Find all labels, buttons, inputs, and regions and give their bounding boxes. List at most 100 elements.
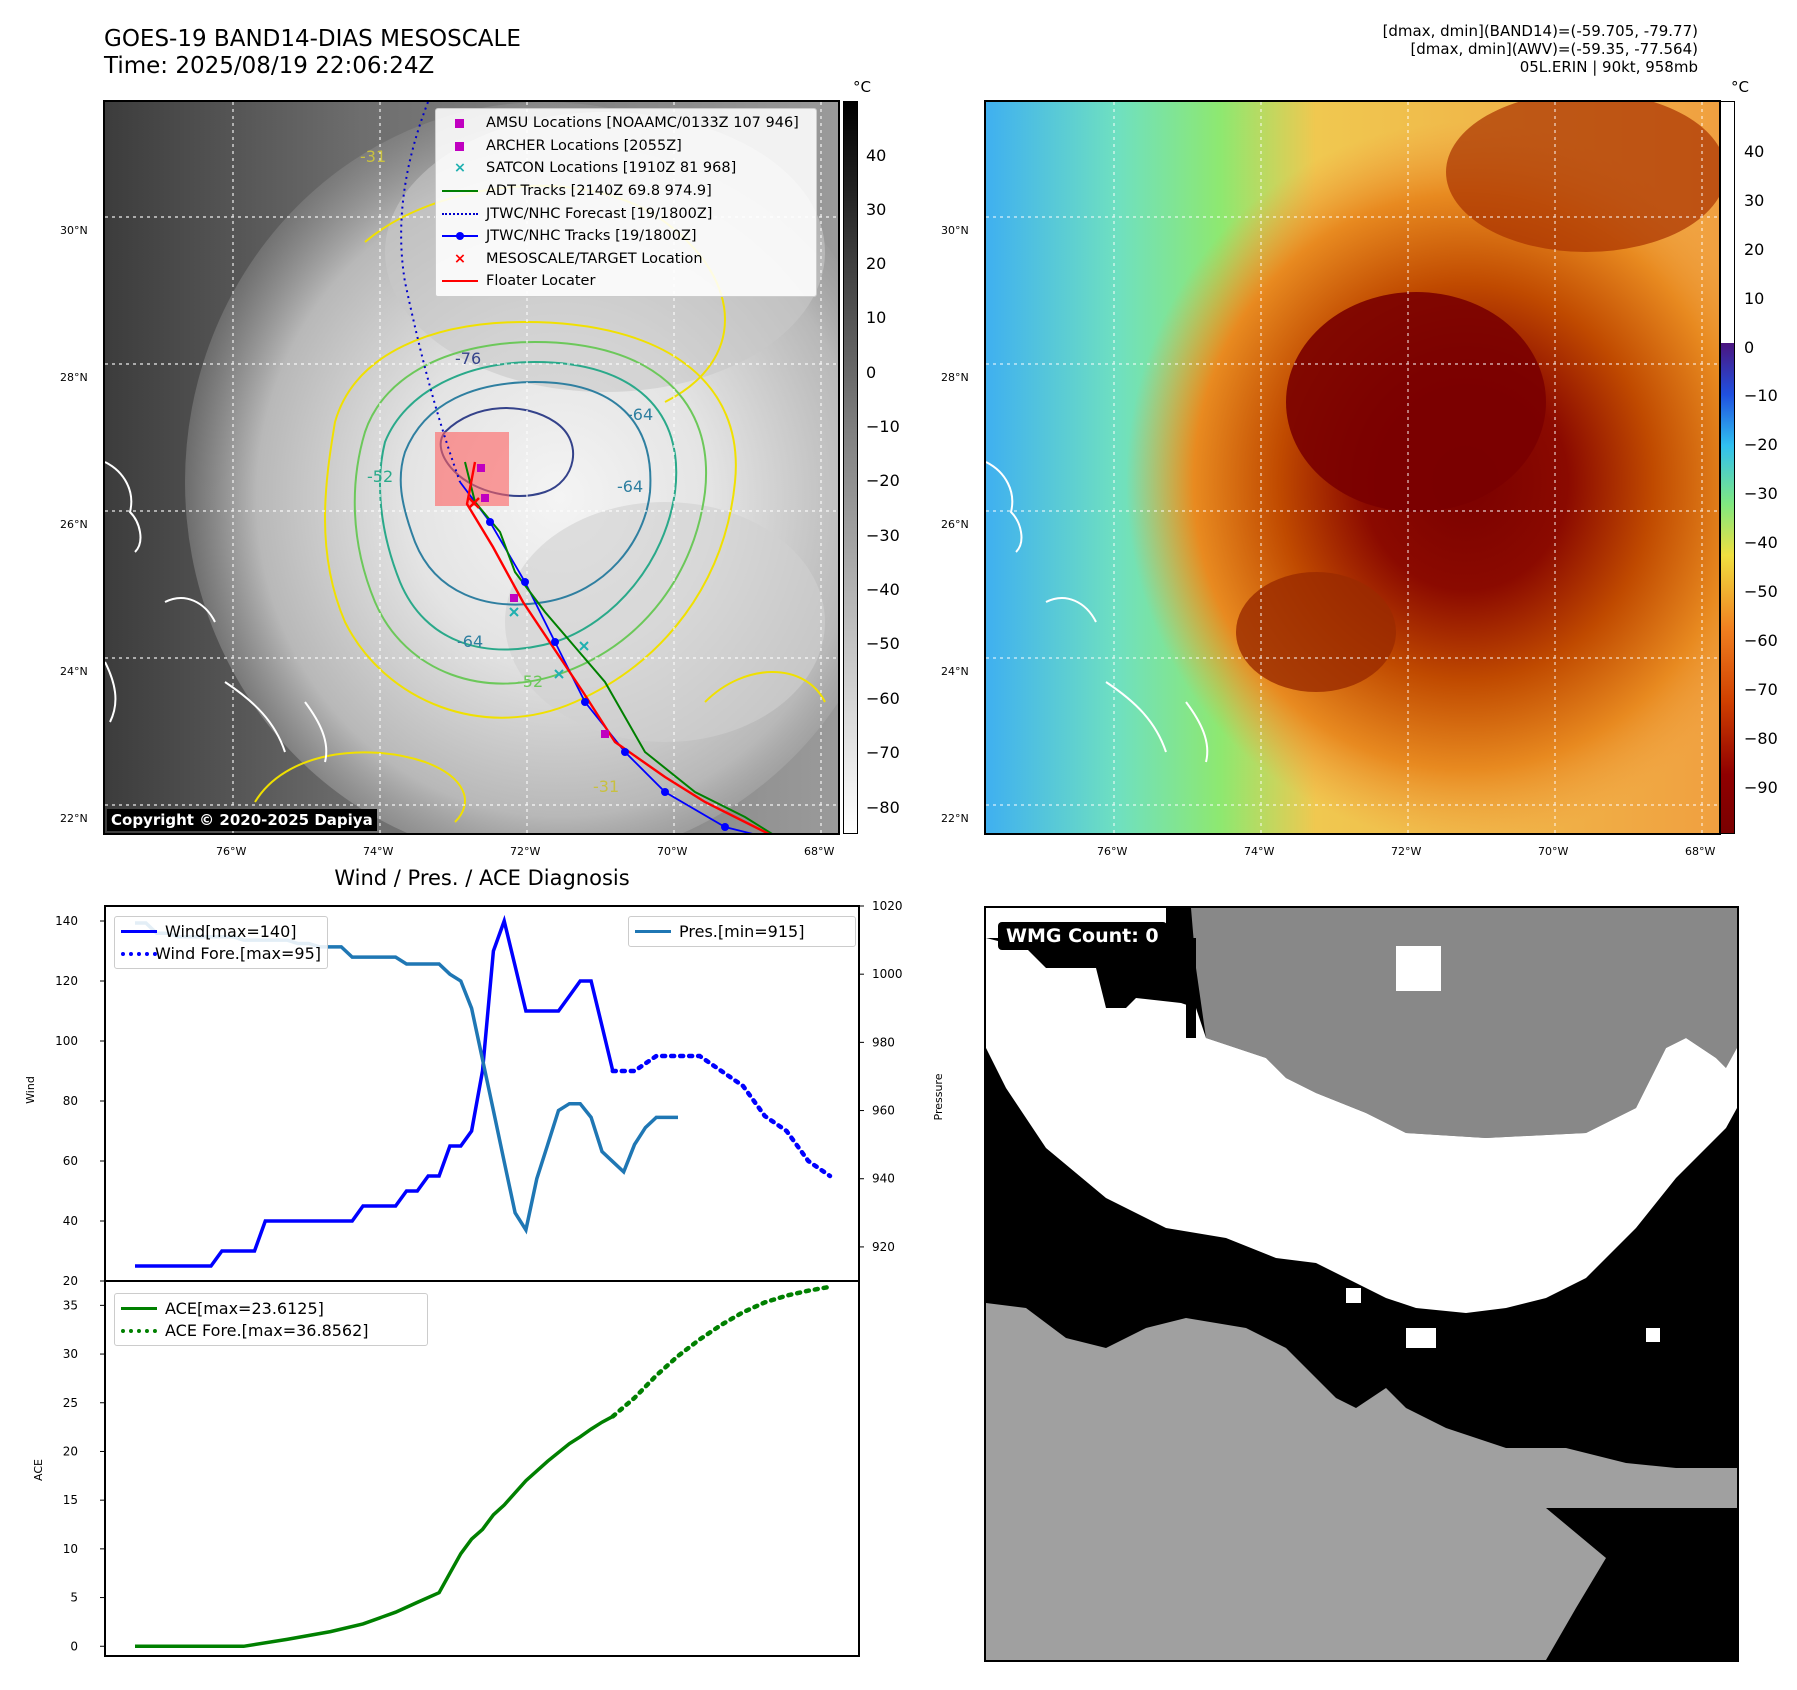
contour-label: -52 xyxy=(517,672,543,691)
awv-map-panel xyxy=(984,100,1721,835)
wmg-count-badge: WMG Count: 0 xyxy=(998,922,1167,950)
wmg-panel: WMG Count: 0 xyxy=(984,906,1739,1662)
map-legend: AMSU Locations [NOAAMC/0133Z 107 946] AR… xyxy=(435,108,817,297)
wind-legend: Wind[max=140] Wind Fore.[max=95] xyxy=(114,916,328,970)
ace-series xyxy=(135,1284,833,1649)
x-marker-icon: × xyxy=(453,250,467,267)
ace-tick-label: 5 xyxy=(70,1591,78,1605)
forecast-track xyxy=(400,102,461,483)
cb-tick: 0 xyxy=(1744,338,1755,357)
cb-tick: −10 xyxy=(1744,386,1778,405)
lon-label: 70°W xyxy=(1538,845,1569,858)
cb-tick: −50 xyxy=(866,634,900,653)
wind-tick-label: 120 xyxy=(55,974,78,988)
colorbar-left-unit: °C xyxy=(853,78,871,96)
ace-legend: ACE[max=23.6125] ACE Fore.[max=36.8562] xyxy=(114,1293,428,1347)
info-line-3: 05L.ERIN | 90kt, 958mb xyxy=(1519,58,1698,76)
ace-fore-legend-row: ACE Fore.[max=36.8562] xyxy=(121,1320,421,1343)
lon-label: 68°W xyxy=(804,845,835,858)
info-line-1: [dmax, dmin](BAND14)=(-59.705, -79.77) xyxy=(1382,22,1698,40)
cb-tick: 40 xyxy=(1744,142,1765,161)
wind-yticks: 140 120 100 80 60 40 20 xyxy=(55,914,105,1288)
cb-tick: −80 xyxy=(866,798,900,817)
lon-label: 72°W xyxy=(510,845,541,858)
lat-label: 26°N xyxy=(60,518,88,531)
pres-tick-label: 960 xyxy=(872,1104,895,1118)
cb-tick: −50 xyxy=(1744,582,1778,601)
info-line-2: [dmax, dmin](AWV)=(-59.35, -77.564) xyxy=(1410,40,1698,58)
colorbar-right xyxy=(1720,101,1735,834)
cb-tick: −40 xyxy=(866,580,900,599)
lon-label: 74°W xyxy=(363,845,394,858)
cb-tick: 10 xyxy=(866,308,887,327)
title-line-2: Time: 2025/08/19 22:06:24Z xyxy=(104,53,435,79)
legend-row-forecast: JTWC/NHC Forecast [19/1800Z] xyxy=(442,202,810,225)
contour-label: -31 xyxy=(593,777,619,796)
ace-tick-label: 10 xyxy=(63,1542,78,1556)
wind-tick-label: 60 xyxy=(63,1154,78,1168)
colorbar-left xyxy=(843,101,858,834)
title-line-1: GOES-19 BAND14-DIAS MESOSCALE xyxy=(104,26,521,52)
cb-tick: −70 xyxy=(1744,680,1778,699)
cb-tick: 10 xyxy=(1744,289,1765,308)
cb-tick: 30 xyxy=(1744,191,1765,210)
solid-line-icon xyxy=(635,924,671,938)
lat-label: 22°N xyxy=(60,812,88,825)
series-line-forecast xyxy=(610,1284,833,1419)
cb-tick: −30 xyxy=(866,526,900,545)
cb-tick: −80 xyxy=(1744,729,1778,748)
legend-label: Pres.[min=915] xyxy=(679,921,805,941)
dotted-line-icon xyxy=(121,947,157,961)
figure-title: GOES-19 BAND14-DIAS MESOSCALE Time: 2025… xyxy=(104,26,521,80)
lat-label: 30°N xyxy=(60,224,88,237)
amsu-archer-markers xyxy=(477,464,609,738)
legend-label: AMSU Locations [NOAAMC/0133Z 107 946] xyxy=(486,115,799,132)
ace-tick-label: 35 xyxy=(63,1298,78,1312)
wmg-cloud-region xyxy=(1191,908,1737,1138)
cb-tick: −70 xyxy=(866,743,900,762)
contour-label: -31 xyxy=(360,147,386,166)
cb-tick: −30 xyxy=(1744,484,1778,503)
contour-label: -64 xyxy=(617,477,643,496)
legend-label: ACE[max=23.6125] xyxy=(165,1298,324,1318)
pres-tick-label: 940 xyxy=(872,1172,895,1186)
ace-yticks: 35 30 25 20 15 10 5 0 xyxy=(63,1298,105,1653)
ace-legend-row: ACE[max=23.6125] xyxy=(121,1297,421,1320)
satcon-markers xyxy=(509,607,589,679)
ace-tick-label: 20 xyxy=(63,1444,78,1458)
awv-map-grid xyxy=(986,102,1719,833)
legend-row-satcon: × SATCON Locations [1910Z 81 968] xyxy=(442,157,810,180)
legend-row-jtwc: JTWC/NHC Tracks [19/1800Z] xyxy=(442,225,810,248)
diagnosis-title: Wind / Pres. / ACE Diagnosis xyxy=(334,866,630,890)
legend-row-archer: ARCHER Locations [2055Z] xyxy=(442,135,810,158)
cb-tick: −10 xyxy=(866,417,900,436)
wind-fore-legend-row: Wind Fore.[max=95] xyxy=(121,943,321,966)
pres-series xyxy=(135,921,678,1235)
wind-legend-row: Wind[max=140] xyxy=(121,920,321,943)
cb-tick: −60 xyxy=(866,689,900,708)
lat-label: 30°N xyxy=(941,224,969,237)
lat-label: 24°N xyxy=(60,665,88,678)
lon-label: 72°W xyxy=(1391,845,1422,858)
legend-label: ADT Tracks [2140Z 69.8 974.9] xyxy=(486,183,712,200)
solid-line-icon xyxy=(442,274,478,288)
dotted-line-icon xyxy=(442,207,478,221)
legend-label: SATCON Locations [1910Z 81 968] xyxy=(486,160,737,177)
wind-tick-label: 100 xyxy=(55,1034,78,1048)
wind-tick-label: 20 xyxy=(63,1274,78,1288)
storm-info: [dmax, dmin](BAND14)=(-59.705, -79.77) [… xyxy=(1098,22,1698,76)
legend-row-target: × MESOSCALE/TARGET Location xyxy=(442,248,810,271)
pres-tick-label: 920 xyxy=(872,1240,895,1254)
wmg-low-region xyxy=(986,1303,1737,1660)
jtwc-track-points xyxy=(486,518,729,831)
wind-tick-label: 80 xyxy=(63,1094,78,1108)
solid-line-icon xyxy=(121,1301,157,1315)
legend-label: Wind[max=140] xyxy=(165,921,297,941)
legend-row-adt: ADT Tracks [2140Z 69.8 974.9] xyxy=(442,180,810,203)
target-marker xyxy=(468,497,480,509)
pres-legend-row: Pres.[min=915] xyxy=(635,920,849,943)
ace-ylabel: ACE xyxy=(32,1459,45,1481)
cb-tick: −60 xyxy=(1744,631,1778,650)
legend-label: ACE Fore.[max=36.8562] xyxy=(165,1321,369,1341)
